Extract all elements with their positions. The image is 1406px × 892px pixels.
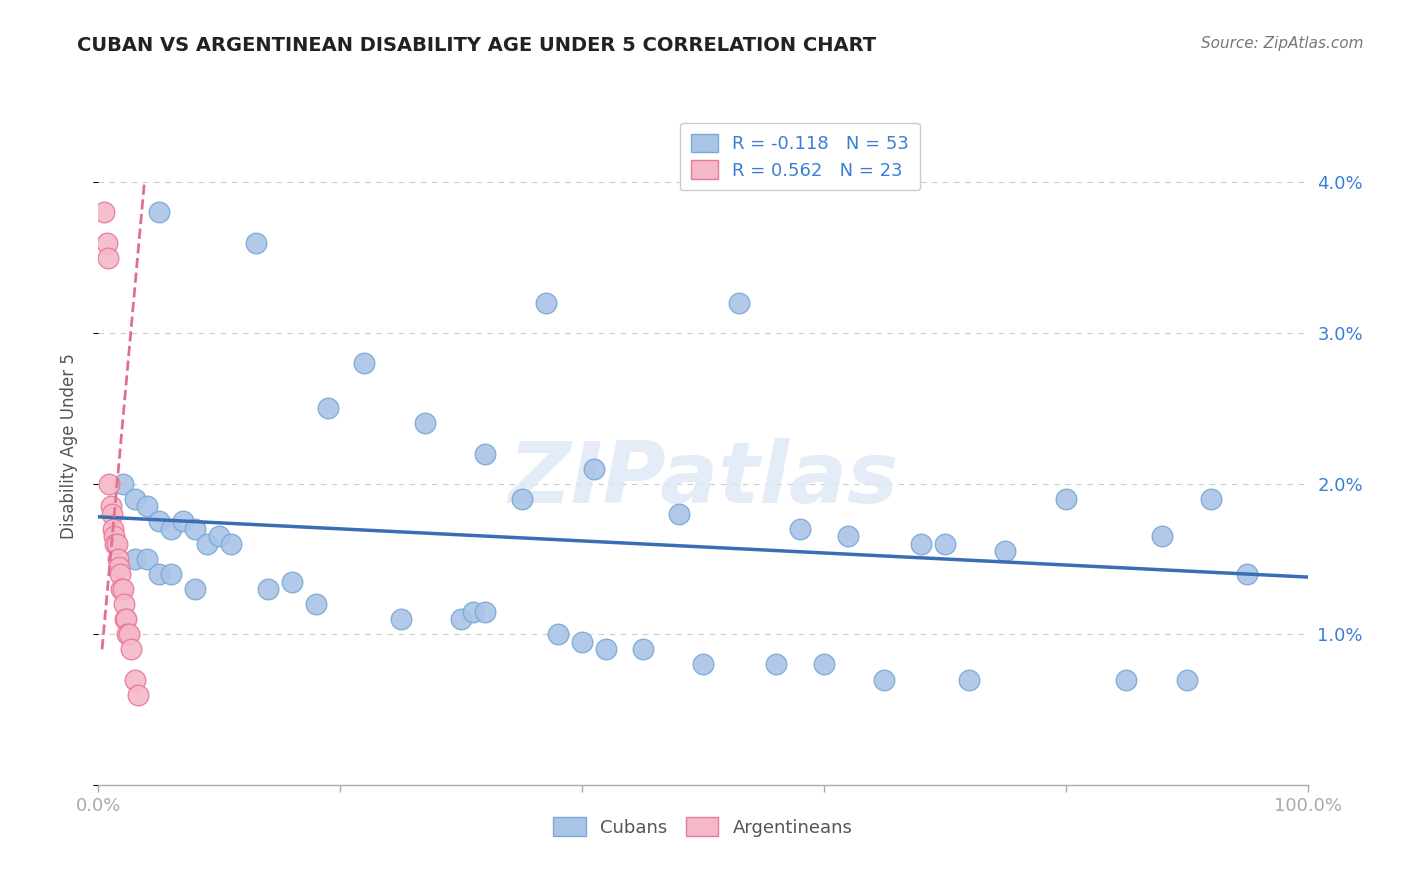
Point bbox=[957, 673, 980, 687]
Point bbox=[1152, 529, 1174, 543]
Point bbox=[195, 537, 218, 551]
Point bbox=[789, 522, 811, 536]
Point bbox=[108, 559, 131, 574]
Point bbox=[934, 537, 956, 551]
Point bbox=[127, 688, 149, 702]
Point bbox=[135, 552, 157, 566]
Point bbox=[110, 582, 132, 596]
Point bbox=[118, 627, 141, 641]
Point bbox=[115, 612, 138, 626]
Point bbox=[316, 401, 339, 416]
Text: ZIPatlas: ZIPatlas bbox=[508, 438, 898, 522]
Point bbox=[463, 605, 485, 619]
Point bbox=[148, 514, 170, 528]
Point bbox=[160, 567, 183, 582]
Point bbox=[1236, 567, 1258, 582]
Y-axis label: Disability Age Under 5: Disability Age Under 5 bbox=[59, 353, 77, 539]
Point bbox=[510, 491, 533, 506]
Point bbox=[124, 491, 146, 506]
Point bbox=[837, 529, 859, 543]
Point bbox=[389, 612, 412, 626]
Point bbox=[873, 673, 896, 687]
Point bbox=[108, 567, 131, 582]
Point bbox=[124, 673, 146, 687]
Point bbox=[221, 537, 243, 551]
Point bbox=[994, 544, 1017, 558]
Point bbox=[208, 529, 231, 543]
Point bbox=[256, 582, 278, 596]
Point bbox=[571, 635, 593, 649]
Point bbox=[728, 296, 751, 310]
Point bbox=[172, 514, 194, 528]
Point bbox=[474, 605, 496, 619]
Point bbox=[117, 627, 139, 641]
Point bbox=[100, 507, 122, 521]
Point bbox=[184, 582, 207, 596]
Point bbox=[353, 356, 375, 370]
Point bbox=[107, 552, 129, 566]
Legend: Cubans, Argentineans: Cubans, Argentineans bbox=[547, 810, 859, 844]
Point bbox=[1199, 491, 1222, 506]
Point bbox=[104, 537, 127, 551]
Point bbox=[97, 251, 120, 265]
Point bbox=[111, 476, 134, 491]
Point bbox=[98, 476, 121, 491]
Point bbox=[534, 296, 557, 310]
Point bbox=[105, 537, 128, 551]
Point bbox=[1175, 673, 1198, 687]
Point bbox=[450, 612, 472, 626]
Point bbox=[120, 642, 142, 657]
Point bbox=[148, 205, 170, 219]
Point bbox=[124, 552, 146, 566]
Point bbox=[692, 657, 714, 672]
Point bbox=[1115, 673, 1137, 687]
Point bbox=[668, 507, 690, 521]
Text: CUBAN VS ARGENTINEAN DISABILITY AGE UNDER 5 CORRELATION CHART: CUBAN VS ARGENTINEAN DISABILITY AGE UNDE… bbox=[77, 36, 876, 54]
Point bbox=[631, 642, 654, 657]
Point bbox=[595, 642, 617, 657]
Point bbox=[160, 522, 183, 536]
Point bbox=[103, 529, 125, 543]
Point bbox=[184, 522, 207, 536]
Point bbox=[813, 657, 835, 672]
Point bbox=[583, 461, 606, 475]
Point bbox=[96, 235, 118, 250]
Point bbox=[765, 657, 787, 672]
Point bbox=[1054, 491, 1077, 506]
Point bbox=[910, 537, 932, 551]
Point bbox=[305, 597, 328, 611]
Point bbox=[135, 500, 157, 514]
Point bbox=[112, 597, 135, 611]
Point bbox=[114, 612, 136, 626]
Point bbox=[245, 235, 267, 250]
Point bbox=[101, 522, 124, 536]
Point bbox=[148, 567, 170, 582]
Point bbox=[93, 205, 115, 219]
Point bbox=[547, 627, 569, 641]
Text: Source: ZipAtlas.com: Source: ZipAtlas.com bbox=[1201, 36, 1364, 51]
Point bbox=[474, 446, 496, 460]
Point bbox=[281, 574, 304, 589]
Point bbox=[111, 582, 134, 596]
Point bbox=[100, 500, 122, 514]
Point bbox=[413, 417, 436, 431]
